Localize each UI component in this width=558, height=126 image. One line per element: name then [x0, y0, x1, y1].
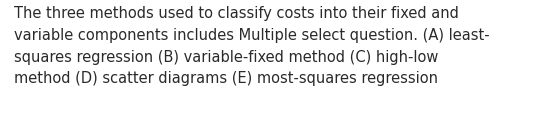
Text: The three methods used to classify costs into their fixed and
variable component: The three methods used to classify costs… [14, 6, 489, 86]
